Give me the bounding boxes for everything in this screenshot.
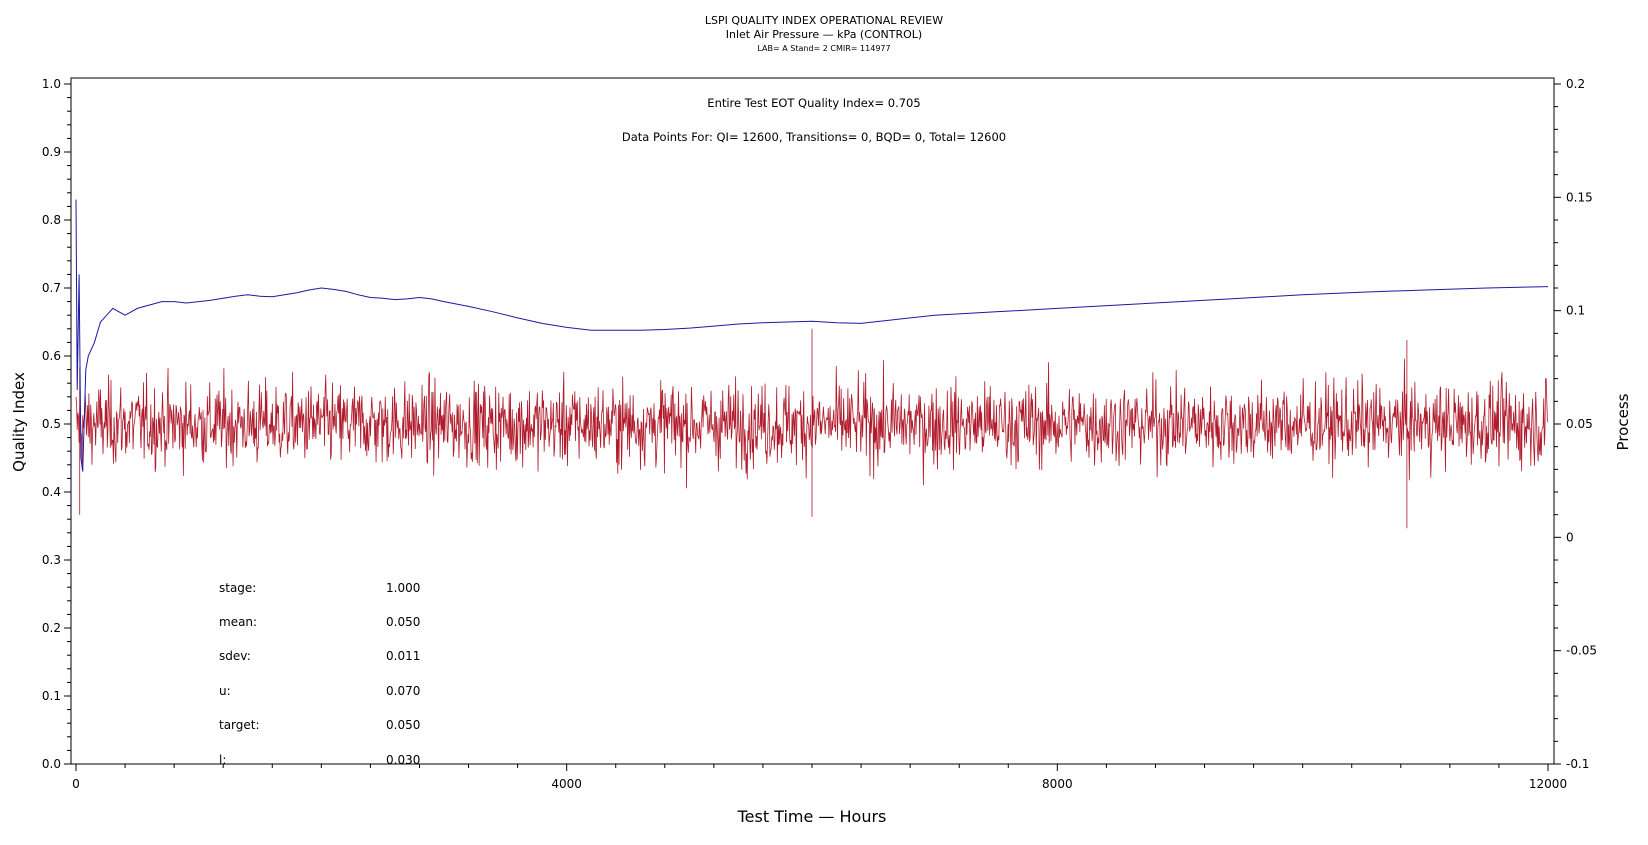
blue-series [75, 199, 1549, 472]
eot-annotation: Entire Test EOT Quality Index= 0.705 [707, 96, 920, 110]
x-tick-label: 12000 [1529, 777, 1567, 791]
y-left-tick-label: 0.4 [42, 485, 61, 499]
stat-value: 1.000 [386, 581, 420, 595]
stats-table: stage: 1.000 mean: 0.050 sdev: 0.011 u: … [219, 581, 420, 767]
y-left-tick-label: 0.1 [42, 689, 61, 703]
process-series-line [75, 328, 1549, 529]
chart-subtitle: Inlet Air Pressure — kPa (CONTROL) [726, 28, 922, 41]
y-axis-right: -0.1 -0.05 0 0.05 0.1 0.15 0.2 [1554, 77, 1597, 771]
data-points-annotation: Data Points For: QI= 12600, Transitions=… [622, 130, 1006, 144]
quality-index-line [75, 199, 1549, 472]
stat-label: u: [219, 684, 231, 698]
chart-title: LSPI QUALITY INDEX OPERATIONAL REVIEW [705, 14, 943, 27]
y-right-tick-label: -0.1 [1566, 757, 1589, 771]
stat-value: 0.050 [386, 615, 420, 629]
y-left-tick-label: 0.0 [42, 757, 61, 771]
stat-value: 0.070 [386, 684, 420, 698]
y-right-tick-label: 0.2 [1566, 77, 1585, 91]
stat-label: stage: [219, 581, 256, 595]
chart-subtitle-2: LAB= A Stand= 2 CMIR= 114977 [757, 44, 890, 53]
y-left-tick-label: 0.3 [42, 553, 61, 567]
red-series [75, 328, 1549, 529]
y-right-tick-label: -0.05 [1566, 644, 1597, 658]
y-left-tick-label: 0.8 [42, 213, 61, 227]
y-left-tick-label: 0.7 [42, 281, 61, 295]
x-tick-label: 0 [72, 777, 80, 791]
x-axis: 0 4000 8000 12000 [72, 764, 1567, 791]
x-tick-label: 4000 [551, 777, 582, 791]
stat-label: mean: [219, 615, 257, 629]
y-right-tick-label: 0.15 [1566, 190, 1593, 204]
y-axis-right-label: Process [1614, 393, 1632, 450]
y-right-tick-label: 0 [1566, 530, 1574, 544]
y-left-tick-label: 0.5 [42, 417, 61, 431]
y-left-tick-label: 0.2 [42, 621, 61, 635]
stat-value: 0.011 [386, 649, 420, 663]
y-left-tick-label: 1.0 [42, 77, 61, 91]
y-axis-left-label: Quality Index [10, 372, 28, 472]
stat-value: 0.030 [386, 753, 420, 767]
stat-value: 0.050 [386, 718, 420, 732]
y-right-tick-label: 0.1 [1566, 304, 1585, 318]
stat-label: sdev: [219, 649, 251, 663]
y-right-tick-label: 0.05 [1566, 417, 1593, 431]
x-axis-label: Test Time — Hours [737, 807, 887, 826]
y-axis-left: 0.0 0.1 0.2 0.3 0.4 0.5 0.6 0.7 0.8 0.9 1.0 [42, 77, 71, 771]
stat-label: target: [219, 718, 260, 732]
y-left-tick-label: 0.6 [42, 349, 61, 363]
x-tick-label: 8000 [1042, 777, 1073, 791]
y-left-tick-label: 0.9 [42, 145, 61, 159]
stat-label: l: [219, 753, 226, 767]
